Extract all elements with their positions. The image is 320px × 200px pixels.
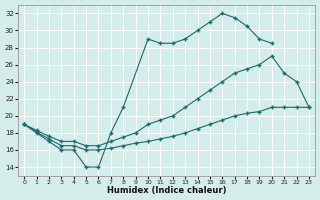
X-axis label: Humidex (Indice chaleur): Humidex (Indice chaleur) xyxy=(107,186,226,195)
